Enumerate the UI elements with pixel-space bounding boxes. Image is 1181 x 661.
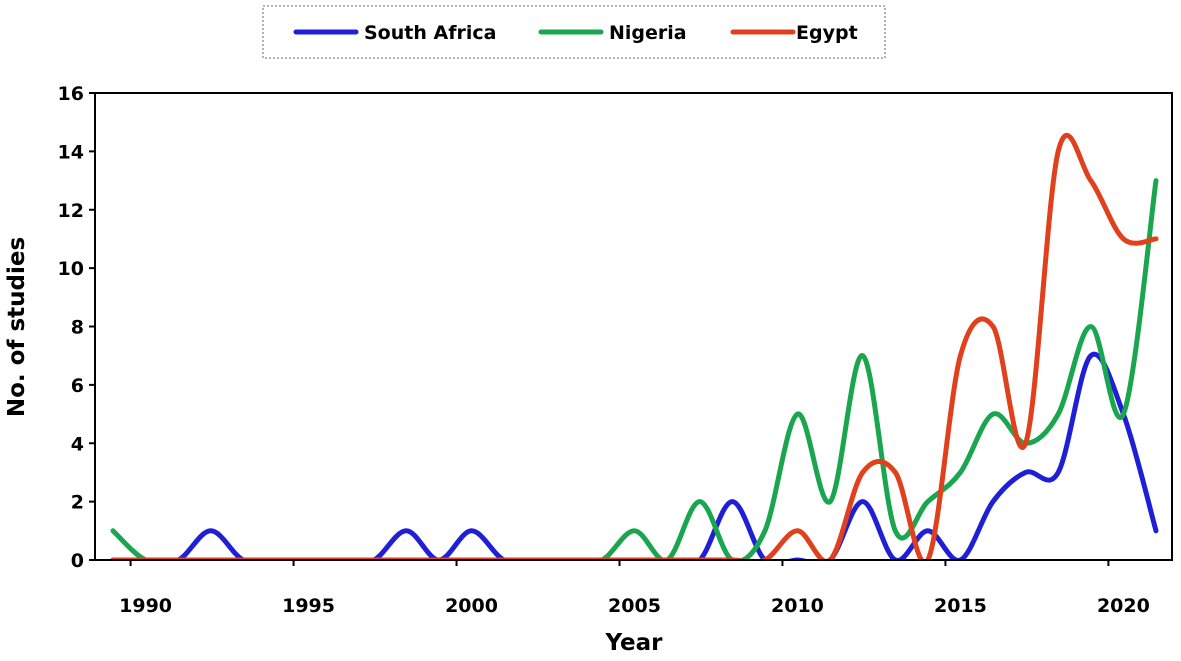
legend-label-nigeria: Nigeria bbox=[609, 22, 687, 44]
x-tick-label: 1995 bbox=[282, 595, 335, 617]
series-line-south-africa bbox=[110, 351, 1159, 560]
y-tick-label: 14 bbox=[58, 141, 84, 163]
legend: South Africa Nigeria Egypt bbox=[262, 5, 886, 59]
legend-label-egypt: Egypt bbox=[796, 22, 858, 44]
series-layer bbox=[110, 132, 1159, 560]
series-line-nigeria bbox=[110, 178, 1159, 560]
x-tick-label: 2010 bbox=[771, 595, 824, 617]
y-tick-label: 16 bbox=[58, 83, 84, 105]
y-tick-label: 8 bbox=[71, 317, 84, 339]
y-tick-label: 2 bbox=[71, 492, 84, 514]
y-tick-label: 10 bbox=[58, 258, 84, 280]
legend-label-south-africa: South Africa bbox=[364, 22, 496, 44]
x-tick-label: 2005 bbox=[608, 595, 661, 617]
x-tick-label: 1990 bbox=[119, 595, 172, 617]
y-tick-label: 0 bbox=[71, 550, 84, 572]
y-tick-label: 12 bbox=[58, 200, 84, 222]
y-axis-title: No. of studies bbox=[4, 237, 30, 417]
x-axis-title: Year bbox=[604, 630, 663, 656]
y-tick-label: 6 bbox=[71, 375, 84, 397]
x-tick-label: 2000 bbox=[445, 595, 498, 617]
x-tick-label: 2015 bbox=[934, 595, 987, 617]
x-tick-label: 2020 bbox=[1097, 595, 1150, 617]
y-tick-label: 4 bbox=[71, 433, 84, 455]
axes: 0 2 4 6 8 10 12 14 16 1990 1995 2000 2005 2010 2015 202… bbox=[58, 83, 1173, 617]
plot-frame bbox=[94, 92, 1173, 561]
series-line-egypt bbox=[110, 132, 1159, 560]
